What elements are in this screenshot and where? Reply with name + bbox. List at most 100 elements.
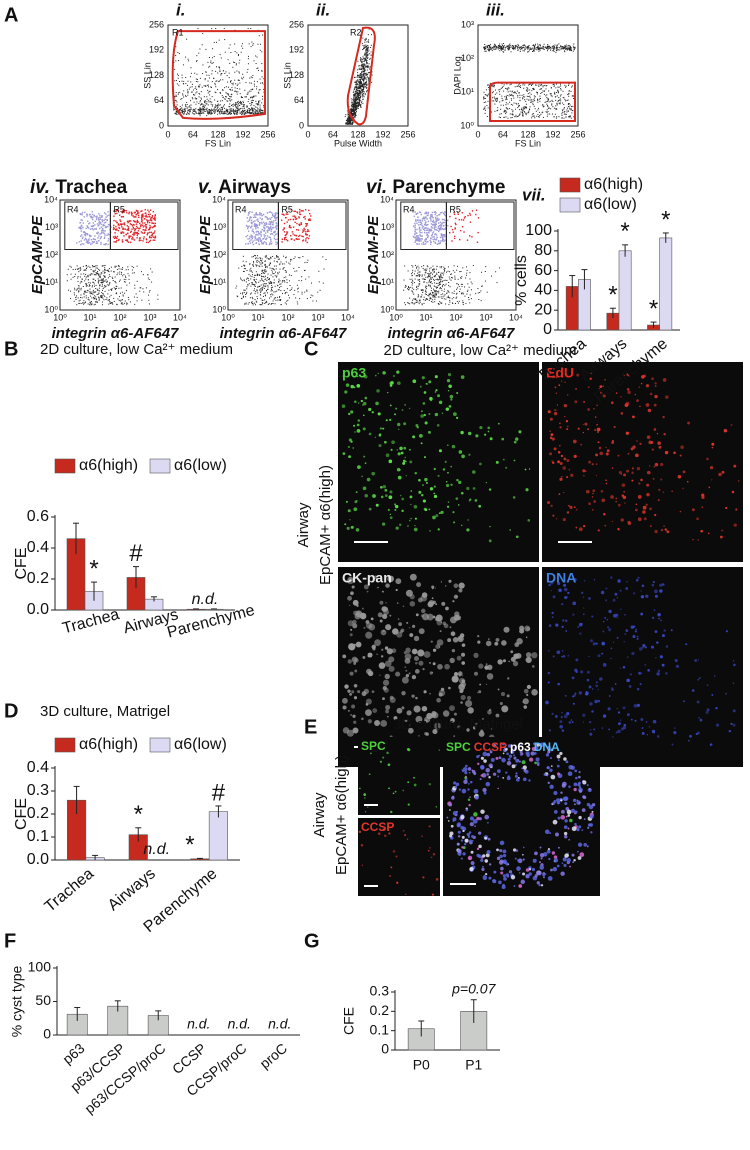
event-dot — [532, 114, 533, 115]
event-dot — [260, 288, 261, 289]
event-dot — [271, 296, 272, 297]
event-dot — [264, 279, 265, 280]
event-dot-high — [128, 221, 129, 222]
event-dot — [237, 106, 238, 107]
event-dot-high — [309, 218, 310, 219]
event-dot — [67, 274, 68, 275]
event-dot-low — [96, 215, 97, 216]
event-dot — [499, 89, 500, 90]
event-dot — [359, 100, 360, 101]
event-dot — [500, 105, 501, 106]
event-dot — [81, 274, 82, 275]
event-dot — [537, 92, 538, 93]
event-dot — [91, 303, 92, 304]
event-dot-high — [154, 230, 155, 231]
event-dot — [271, 287, 272, 288]
event-dot-high — [147, 209, 148, 210]
event-dot — [471, 289, 472, 290]
event-dot — [571, 47, 572, 48]
event-dot-high — [144, 222, 145, 223]
event-dot — [354, 95, 355, 96]
event-dot — [542, 112, 543, 113]
event-dot — [253, 95, 254, 96]
event-dot — [261, 63, 262, 64]
event-dot-high — [284, 223, 285, 224]
event-dot — [107, 293, 108, 294]
event-dot — [364, 47, 365, 48]
event-dot — [563, 108, 564, 109]
event-dot — [357, 103, 358, 104]
event-dot-low — [100, 238, 101, 239]
event-dot — [83, 293, 84, 294]
event-dot — [360, 73, 361, 74]
event-dot — [240, 113, 241, 114]
event-dot — [239, 89, 240, 90]
event-dot — [508, 49, 509, 50]
event-dot — [125, 301, 126, 302]
event-dot-low — [108, 238, 109, 239]
event-dot — [182, 111, 183, 112]
event-dot — [261, 70, 262, 71]
event-dot — [242, 292, 243, 293]
event-dot — [208, 84, 209, 85]
event-dot-high — [151, 232, 152, 233]
event-dot — [483, 97, 484, 98]
event-dot — [456, 270, 457, 271]
event-dot — [107, 300, 108, 301]
event-dot — [506, 102, 507, 103]
event-dot — [246, 105, 247, 106]
event-dot-high — [303, 239, 304, 240]
event-dot — [241, 52, 242, 53]
event-dot-low — [261, 240, 262, 241]
x-axis-label: Pulse Width — [334, 138, 382, 148]
event-dot — [458, 279, 459, 280]
event-dot — [367, 65, 368, 66]
event-dot — [92, 273, 93, 274]
event-dot-low — [248, 213, 249, 214]
event-dot — [248, 56, 249, 57]
event-dot — [70, 298, 71, 299]
event-dot — [140, 287, 141, 288]
event-dot — [137, 297, 138, 298]
event-dot — [419, 300, 420, 301]
y-tick-label: 0 — [299, 120, 304, 130]
event-dot — [223, 113, 224, 114]
event-dot — [186, 114, 187, 115]
event-dot — [91, 304, 92, 305]
event-dot — [221, 73, 222, 74]
event-dot-high — [113, 225, 114, 226]
event-dot — [366, 81, 367, 82]
event-dot-high — [285, 217, 286, 218]
event-dot — [354, 89, 355, 90]
event-dot — [357, 81, 358, 82]
event-dot — [116, 288, 117, 289]
event-dot — [257, 67, 258, 68]
event-dot — [367, 63, 368, 64]
event-dot — [119, 300, 120, 301]
event-dot — [542, 46, 543, 47]
event-dot-high — [138, 230, 139, 231]
event-dot — [103, 293, 104, 294]
event-dot — [81, 288, 82, 289]
event-dot — [359, 75, 360, 76]
event-dot — [212, 110, 213, 111]
event-dot — [175, 100, 176, 101]
event-dot — [77, 278, 78, 279]
event-dot — [244, 271, 245, 272]
event-dot — [368, 42, 369, 43]
event-dot — [270, 268, 271, 269]
event-dot — [252, 282, 253, 283]
event-dot — [363, 89, 364, 90]
event-dot — [353, 109, 354, 110]
event-dot — [507, 118, 508, 119]
event-dot — [223, 70, 224, 71]
event-dot — [550, 108, 551, 109]
event-dot — [523, 109, 524, 110]
event-dot — [361, 62, 362, 63]
event-dot — [268, 286, 269, 287]
event-dot-low — [257, 214, 258, 215]
event-dot — [529, 47, 530, 48]
event-dot — [236, 286, 237, 287]
event-dot — [264, 303, 265, 304]
event-dot — [435, 290, 436, 291]
